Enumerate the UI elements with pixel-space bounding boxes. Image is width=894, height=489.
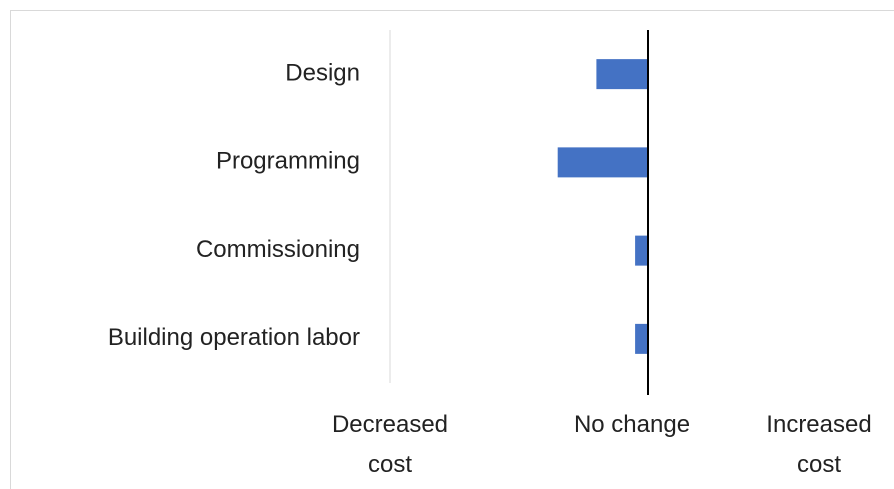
x-tick-label: Decreased cost [331, 411, 449, 478]
bar [596, 59, 648, 90]
y-tick-label: Commissioning [196, 236, 360, 263]
y-tick-label: Building operation labor [108, 324, 360, 351]
y-tick-label: Programming [216, 148, 360, 175]
x-tick-label: Increased cost [766, 411, 872, 478]
bar [557, 147, 648, 178]
x-tick-label: No change [573, 411, 691, 438]
chart-border [10, 10, 894, 489]
bar [635, 235, 648, 266]
y-tick-label: Design [285, 59, 360, 86]
bar [635, 323, 648, 354]
